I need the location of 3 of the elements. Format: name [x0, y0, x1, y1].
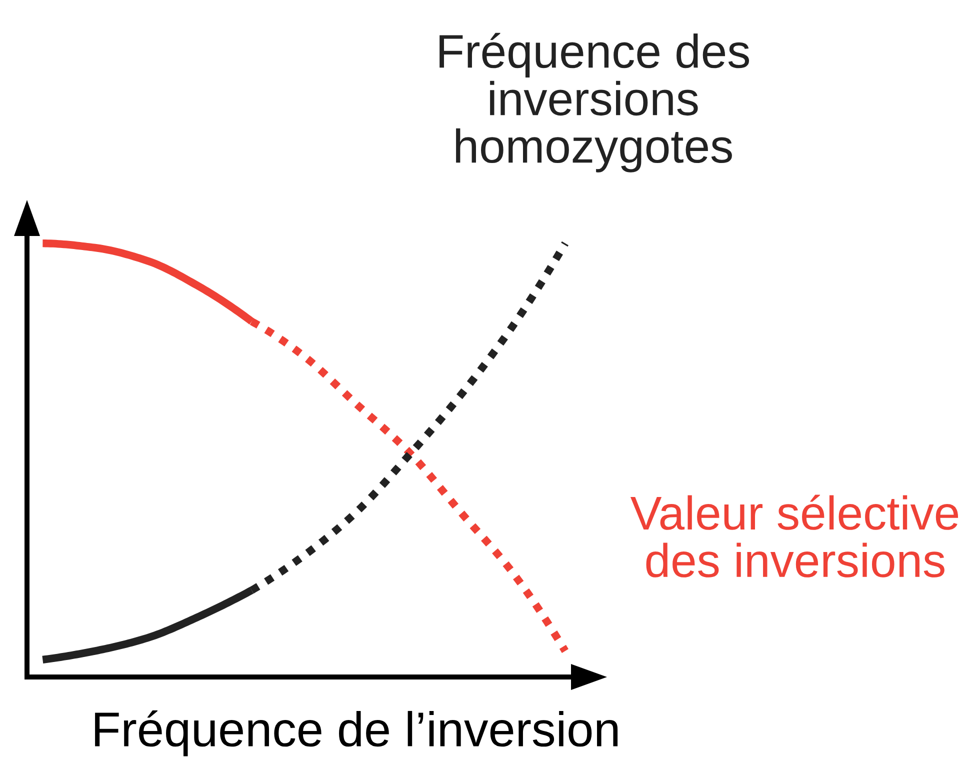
series-label: Valeur sélective des inversions	[630, 494, 958, 578]
text: Fréquence des inversions homozygotes	[440, 32, 750, 172]
x-axis-title: Fréquence de l’inversion	[95, 710, 618, 756]
